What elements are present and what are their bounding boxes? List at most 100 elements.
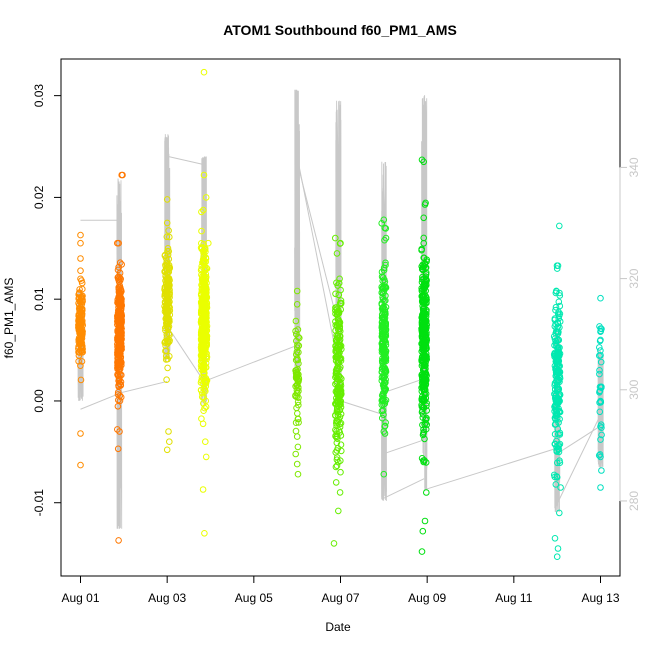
data-point <box>556 378 563 386</box>
data-point <box>161 339 169 346</box>
y2-tick-label: 340 <box>627 157 641 177</box>
data-point <box>295 419 302 426</box>
data-point <box>115 318 123 326</box>
data-point <box>420 234 428 242</box>
y-tick-label: 0.01 <box>32 287 46 311</box>
data-point <box>114 426 121 433</box>
data-point <box>420 214 428 222</box>
data-point <box>552 392 560 399</box>
data-point <box>200 394 207 401</box>
data-point <box>597 352 604 359</box>
data-point <box>423 489 430 496</box>
data-point <box>332 367 340 374</box>
data-point <box>422 354 430 362</box>
data-point <box>551 414 559 422</box>
data-point <box>378 340 386 347</box>
data-point <box>203 322 211 330</box>
data-point <box>198 263 205 270</box>
data-point <box>553 474 561 481</box>
data-point <box>294 470 302 478</box>
data-point <box>334 334 342 342</box>
data-point <box>200 171 208 179</box>
data-point <box>420 428 428 436</box>
data-point <box>116 259 124 267</box>
data-point <box>162 299 169 307</box>
data-point <box>199 486 207 493</box>
data-point <box>556 457 563 465</box>
data-point <box>382 332 390 340</box>
data-point <box>117 341 124 348</box>
data-point <box>164 269 171 277</box>
data-point <box>554 262 562 270</box>
data-point <box>293 373 301 381</box>
data-point <box>114 403 122 410</box>
data-point <box>116 428 123 435</box>
series-aug-13 <box>595 294 605 491</box>
data-point <box>381 224 389 232</box>
data-point <box>202 283 209 290</box>
data-point <box>556 407 563 415</box>
data-point <box>335 346 343 353</box>
data-point <box>201 339 208 347</box>
y-axis-label: f60_PM1_AMS <box>2 278 16 359</box>
data-point <box>597 383 605 391</box>
data-point <box>294 415 302 423</box>
data-point <box>163 260 171 267</box>
data-point <box>202 314 209 321</box>
data-point <box>597 336 604 344</box>
data-point <box>202 194 210 201</box>
data-point <box>163 219 171 227</box>
data-point <box>423 376 430 384</box>
data-point <box>597 453 604 461</box>
data-point <box>378 305 386 313</box>
secondary-connector-4 <box>166 325 205 382</box>
data-point <box>420 298 427 305</box>
data-point <box>292 367 299 374</box>
data-point <box>202 335 209 342</box>
data-point <box>116 292 123 300</box>
data-point <box>201 336 208 343</box>
data-point <box>165 428 172 435</box>
data-point <box>118 310 125 318</box>
data-point <box>114 391 122 398</box>
data-point <box>77 267 84 275</box>
data-point <box>294 344 301 352</box>
data-point <box>382 339 390 346</box>
data-point <box>199 256 207 263</box>
data-point <box>596 344 603 351</box>
data-point <box>293 460 301 468</box>
data-point <box>380 216 388 224</box>
data-point <box>556 344 563 351</box>
series-aug-06 <box>292 287 303 478</box>
data-point <box>382 386 389 393</box>
data-point <box>333 365 341 373</box>
data-point <box>420 291 428 298</box>
data-point <box>422 344 430 352</box>
data-point <box>551 385 559 393</box>
data-point <box>199 380 207 387</box>
data-point <box>118 261 125 268</box>
data-point <box>292 392 299 399</box>
data-point <box>114 371 121 378</box>
data-point <box>421 338 429 346</box>
data-point <box>292 419 300 427</box>
data-point <box>380 470 388 478</box>
data-point <box>556 222 563 230</box>
data-point <box>423 414 430 422</box>
data-point <box>597 398 605 405</box>
data-point <box>197 386 205 394</box>
data-point <box>164 355 171 363</box>
data-point <box>118 371 125 379</box>
data-point <box>200 68 208 76</box>
data-point <box>116 274 123 281</box>
y2-tick-label: 320 <box>627 268 641 288</box>
secondary-connector-0 <box>80 392 122 410</box>
data-point <box>199 302 207 310</box>
data-point <box>200 343 208 351</box>
data-point <box>77 461 84 469</box>
data-point <box>382 261 389 269</box>
data-point <box>551 350 559 358</box>
data-points-layer <box>75 68 605 561</box>
data-point <box>118 332 125 339</box>
